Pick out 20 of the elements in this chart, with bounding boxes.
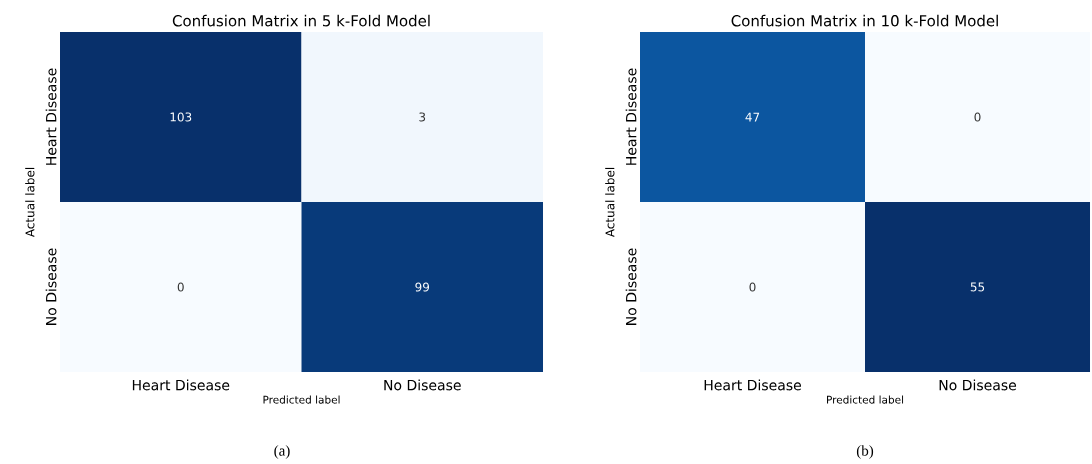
x-tick-label: Heart Disease xyxy=(132,379,230,391)
chart-title: Confusion Matrix in 10 k-Fold Model xyxy=(731,14,998,27)
data-label: 103 xyxy=(170,112,192,122)
data-label: 47 xyxy=(745,112,760,122)
y-axis-title: Actual label xyxy=(25,167,35,238)
data-label: 55 xyxy=(970,282,985,292)
y-axis-title: Actual label xyxy=(605,167,615,238)
data-label: 0 xyxy=(974,112,981,122)
x-axis-title: Predicted label xyxy=(263,395,340,404)
chart-title: Confusion Matrix in 5 k-Fold Model xyxy=(172,14,430,27)
data-label: 0 xyxy=(749,282,756,292)
data-label: 3 xyxy=(419,112,426,122)
x-tick-label: No Disease xyxy=(384,379,461,391)
data-label: 99 xyxy=(415,282,430,292)
text: (a) xyxy=(274,445,290,459)
x-tick-label: Heart Disease xyxy=(704,379,801,391)
text: (b) xyxy=(856,445,874,459)
data-label: 0 xyxy=(177,282,184,292)
x-axis-title: Predicted label xyxy=(827,395,904,404)
x-tick-label: No Disease xyxy=(939,379,1017,391)
